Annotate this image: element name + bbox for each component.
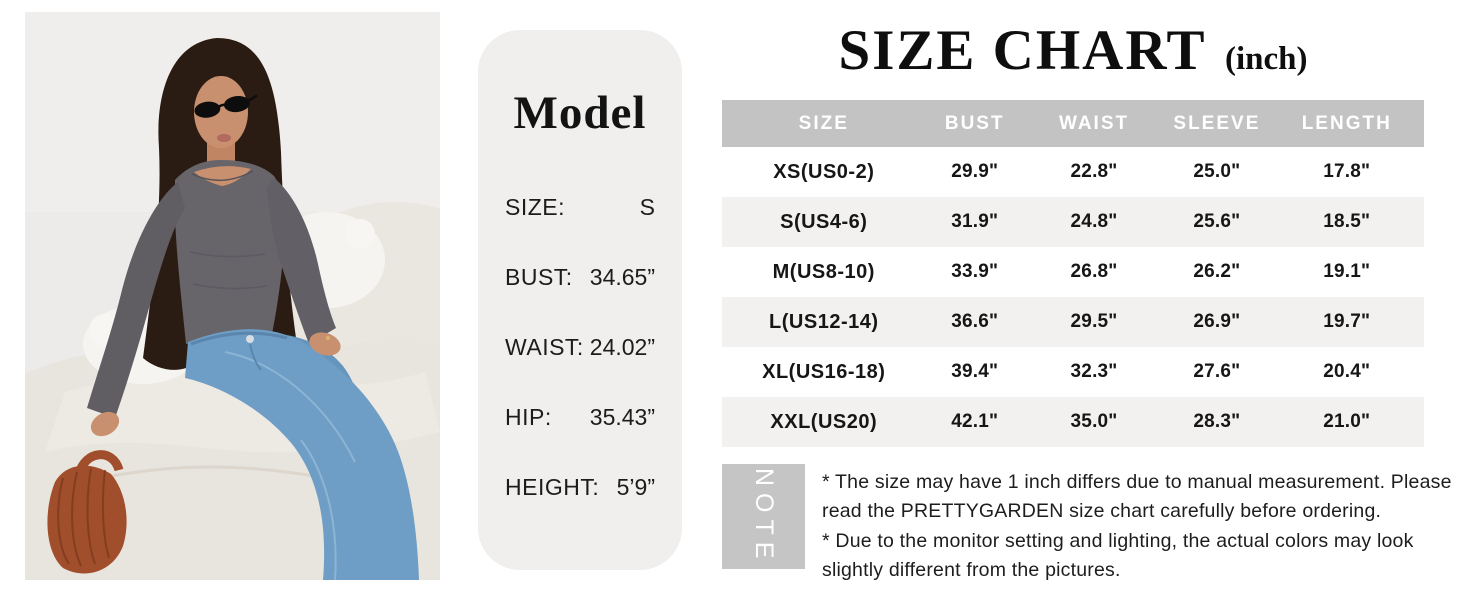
column-header-sleeve: SLEEVE [1173, 112, 1261, 134]
model-spec-waist: WAIST: 24.02” [505, 312, 655, 382]
table-row-xl: XL(US16-18) 39.4" 32.3" 27.6" 20.4" [722, 347, 1424, 397]
cell-waist: 29.5" [1070, 311, 1118, 332]
cell-bust: 31.9" [951, 211, 999, 232]
garment-left-sleeve [87, 182, 185, 418]
cell-length: 20.4" [1323, 361, 1371, 382]
table-row-m: M(US8-10) 33.9" 26.8" 26.2" 19.1" [722, 247, 1424, 297]
column-header-waist: WAIST [1058, 112, 1130, 134]
cell-size: XL(US16-18) [762, 360, 886, 383]
cell-waist: 26.8" [1070, 261, 1118, 282]
size-chart-title: SIZE CHART [838, 19, 1207, 82]
model-measurements-panel: Model SIZE: S BUST: 34.65” WAIST: 24.02”… [478, 30, 682, 570]
cell-sleeve: 27.6" [1193, 361, 1241, 382]
jeans-button [246, 335, 254, 343]
cell-bust: 36.6" [951, 311, 999, 332]
note-badge-label: NOTE [750, 467, 778, 566]
jeans-seam [224, 351, 356, 580]
cell-sleeve: 25.6" [1193, 211, 1241, 232]
garment-fold-lines [189, 251, 268, 290]
model-hair-top [191, 44, 255, 106]
spec-value: S [639, 193, 655, 220]
cell-size: S(US4-6) [780, 210, 868, 233]
column-header-bust: BUST [944, 112, 1005, 134]
cell-length: 21.0" [1323, 411, 1371, 432]
size-chart-unit-label: (inch) [1224, 41, 1308, 77]
cell-sleeve: 28.3" [1193, 411, 1241, 432]
cell-bust: 42.1" [951, 411, 999, 432]
table-row-s: S(US4-6) 31.9" 24.8" 25.6" 18.5" [722, 197, 1424, 247]
cell-sleeve: 25.0" [1193, 161, 1241, 182]
cell-waist: 35.0" [1070, 411, 1118, 432]
table-header-row: SIZE BUST WAIST SLEEVE LENGTH [722, 100, 1424, 147]
model-lips [217, 134, 231, 142]
garment-top-torso [175, 160, 285, 344]
cell-length: 18.5" [1323, 211, 1371, 232]
table-row-xs: XS(US0-2) 29.9" 22.8" 25.0" 17.8" [722, 147, 1424, 197]
spec-value: 34.65” [589, 263, 655, 290]
model-hand-right [309, 332, 341, 356]
jeans-waistband [190, 331, 288, 346]
spec-value: 5’9” [616, 473, 655, 500]
ring [326, 336, 330, 340]
model-spec-hip: HIP: 35.43” [505, 382, 655, 452]
cell-bust: 29.9" [951, 161, 999, 182]
product-photo [25, 12, 440, 580]
cell-bust: 33.9" [951, 261, 999, 282]
cell-waist: 32.3" [1070, 361, 1118, 382]
column-header-length: LENGTH [1301, 112, 1392, 134]
cell-size: XXL(US20) [770, 410, 878, 433]
cell-sleeve: 26.9" [1193, 311, 1241, 332]
photo-illustration [25, 12, 440, 580]
cell-bust: 39.4" [951, 361, 999, 382]
model-spec-height: HEIGHT: 5’9” [505, 452, 655, 522]
note-line-2: * Due to the monitor setting and lightin… [822, 529, 1414, 581]
model-hand-left [90, 411, 120, 437]
cell-size: L(US12-14) [769, 310, 879, 333]
cell-length: 19.7" [1323, 311, 1371, 332]
cell-size: XS(US0-2) [773, 160, 875, 183]
note-text: * The size may have 1 inch differs due t… [822, 464, 1464, 585]
couch-fold-line [84, 465, 346, 484]
cell-waist: 24.8" [1070, 211, 1118, 232]
table-row-l: L(US12-14) 36.6" 29.5" 26.9" 19.7" [722, 297, 1424, 347]
note-section: NOTE * The size may have 1 inch differs … [722, 464, 1464, 585]
garment-collar-line [191, 170, 254, 182]
handbag-pleats [57, 467, 110, 567]
cell-waist: 22.8" [1070, 161, 1118, 182]
cell-sleeve: 26.2" [1193, 261, 1241, 282]
size-chart-title-wrap: SIZE CHART (inch) [722, 18, 1424, 83]
model-spec-size: SIZE: S [505, 172, 655, 242]
model-panel-title: Model [513, 87, 647, 139]
spec-label: HEIGHT: [505, 473, 600, 500]
spec-label: SIZE: [505, 193, 566, 220]
jeans-main [185, 329, 419, 580]
size-chart-table: SIZE BUST WAIST SLEEVE LENGTH XS(US0-2) … [722, 100, 1424, 447]
spec-label: WAIST: [505, 333, 584, 360]
cell-size: M(US8-10) [772, 260, 875, 283]
spec-value: 24.02” [589, 333, 655, 360]
sunglasses [194, 94, 258, 118]
table-row-xxl: XXL(US20) 42.1" 35.0" 28.3" 21.0" [722, 397, 1424, 447]
note-badge: NOTE [722, 464, 805, 569]
garment-neckline-skin [194, 166, 251, 186]
cell-length: 19.1" [1323, 261, 1371, 282]
garment-right-sleeve [267, 178, 336, 344]
note-line-1: * The size may have 1 inch differs due t… [822, 471, 1452, 523]
spec-value: 35.43” [589, 403, 655, 430]
spec-label: HIP: [505, 403, 552, 430]
spec-label: BUST: [505, 263, 573, 290]
model-spec-bust: BUST: 34.65” [505, 242, 655, 312]
model-face [194, 76, 248, 148]
cell-length: 17.8" [1323, 161, 1371, 182]
jeans-fly [249, 343, 262, 371]
column-header-size: SIZE [798, 112, 849, 134]
